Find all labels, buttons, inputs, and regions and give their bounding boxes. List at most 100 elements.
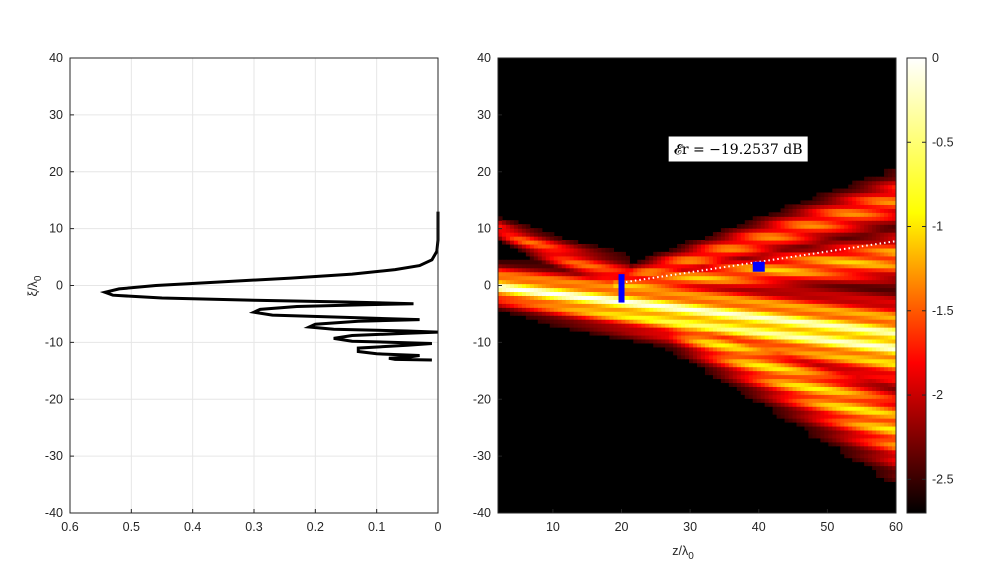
heatmap-cell (585, 263, 591, 269)
heatmap-cell (892, 172, 896, 178)
heatmap-cell (892, 200, 896, 205)
heatmap-cell (736, 354, 742, 360)
heatmap-cell (697, 279, 702, 285)
heatmap-cell (545, 267, 551, 273)
heatmap-cell (808, 216, 814, 221)
heatmap-cell (776, 354, 782, 360)
heatmap-cell (892, 255, 896, 261)
heatmap-cell (804, 394, 810, 399)
heatmap-cell (800, 354, 806, 360)
heatmap-cell (788, 338, 794, 344)
heatmap-cell (852, 425, 857, 431)
heatmap-cell (561, 287, 567, 293)
heatmap-cell (888, 243, 893, 249)
heatmap-cell (653, 311, 658, 316)
heatmap-cell (868, 176, 873, 182)
heatmap-cell (888, 259, 893, 265)
heatmap-cell (768, 346, 774, 352)
heatmap-cell (872, 184, 877, 190)
heatmap-cell (708, 342, 714, 348)
heatmap-cell (840, 240, 845, 245)
heatmap-cell (498, 279, 503, 285)
heatmap-cell (820, 406, 825, 411)
heatmap-cell (669, 303, 674, 308)
heatmap-cell (585, 283, 591, 289)
heatmap-cell (804, 240, 810, 245)
heatmap-cell (788, 346, 794, 352)
heatmap-cell (748, 342, 754, 348)
heatmap-cell (852, 433, 857, 439)
heatmap-cell (772, 295, 778, 300)
heatmap-cell (760, 366, 766, 372)
heatmap-cell (697, 331, 702, 336)
heatmap-cell (589, 315, 595, 320)
heatmap-cell (872, 303, 877, 308)
heatmap-cell (740, 287, 746, 293)
heatmap-cell (720, 295, 726, 300)
heatmap-cell (844, 200, 849, 205)
heatmap-cell (724, 342, 730, 348)
heatmap-cell (840, 350, 845, 356)
right-ytick-label: -30 (473, 449, 491, 463)
heatmap-cell (720, 263, 726, 269)
heatmap-cell (872, 240, 877, 245)
heatmap-cell (832, 334, 837, 340)
heatmap-cell (868, 418, 873, 423)
heatmap-cell (864, 236, 869, 241)
heatmap-cell (820, 386, 825, 391)
heatmap-cell (788, 232, 794, 237)
heatmap-cell (876, 291, 881, 296)
heatmap-cell (704, 303, 710, 308)
heatmap-cell (780, 228, 786, 233)
heatmap-cell (609, 334, 615, 340)
heatmap-cell (828, 255, 833, 261)
heatmap-cell (880, 228, 885, 233)
heatmap-cell (796, 232, 802, 237)
heatmap-cell (872, 236, 877, 241)
heatmap-cell (816, 291, 821, 296)
heatmap-cell (685, 271, 690, 277)
heatmap-cell (816, 275, 821, 281)
heatmap-cell (856, 378, 861, 384)
heatmap-cell (812, 212, 817, 217)
heatmap-cell (661, 287, 666, 293)
heatmap-cell (720, 362, 726, 368)
heatmap-cell (768, 382, 774, 387)
heatmap-cell (844, 299, 849, 304)
heatmap-cell (728, 291, 734, 296)
heatmap-cell (808, 394, 814, 399)
heatmap-cell (808, 338, 814, 344)
heatmap-cell (876, 406, 881, 411)
heatmap-cell (736, 247, 742, 253)
heatmap-cell (776, 342, 782, 348)
heatmap-cell (533, 267, 539, 273)
heatmap-cell (812, 319, 817, 324)
heatmap-cell (657, 342, 662, 348)
heatmap-cell (764, 350, 770, 356)
heatmap-cell (812, 370, 817, 376)
heatmap-cell (884, 263, 889, 269)
heatmap-cell (892, 338, 896, 344)
heatmap-cell (677, 287, 682, 293)
heatmap-cell (800, 398, 806, 403)
heatmap-cell (776, 240, 782, 245)
heatmap-cell (888, 425, 893, 431)
heatmap-cell (708, 283, 714, 289)
heatmap-cell (820, 307, 825, 312)
heatmap-cell (744, 267, 750, 273)
heatmap-cell (892, 418, 896, 423)
heatmap-cell (649, 287, 654, 293)
heatmap-cell (872, 283, 877, 289)
heatmap-cell (744, 374, 750, 380)
heatmap-cell (645, 259, 650, 265)
heatmap-cell (673, 299, 678, 304)
heatmap-cell (700, 362, 706, 368)
heatmap-cell (732, 346, 738, 352)
heatmap-cell (804, 410, 810, 415)
heatmap-cell (844, 192, 849, 198)
heatmap-cell (832, 422, 837, 427)
heatmap-cell (776, 216, 782, 221)
heatmap-cell (804, 366, 810, 372)
heatmap-cell (724, 275, 730, 281)
heatmap-cell (792, 295, 798, 300)
